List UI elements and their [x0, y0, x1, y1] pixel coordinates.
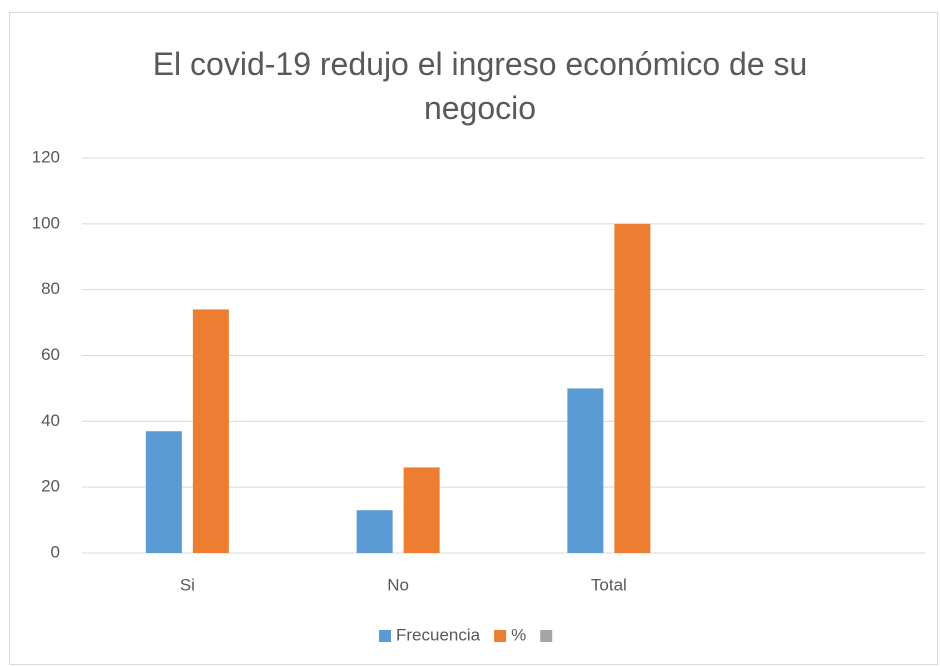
- legend-swatch: [540, 630, 553, 642]
- y-tick-label: 40: [41, 411, 60, 430]
- y-tick-label: 80: [41, 279, 60, 298]
- x-tick-label: No: [387, 575, 409, 594]
- legend-label: Frecuencia: [396, 625, 481, 644]
- y-tick-label: 20: [41, 477, 60, 496]
- y-tick-label: 100: [32, 213, 60, 232]
- bar: [145, 431, 182, 553]
- x-tick-label: Si: [180, 575, 195, 594]
- y-tick-label: 120: [32, 147, 60, 166]
- bar: [567, 388, 604, 553]
- chart-border: [9, 12, 938, 665]
- x-tick-label: Total: [591, 575, 627, 594]
- legend-swatch: [494, 630, 507, 642]
- bar: [192, 309, 229, 553]
- bar: [403, 467, 440, 553]
- y-tick-label: 0: [51, 542, 60, 561]
- legend-label: %: [511, 625, 526, 644]
- y-tick-label: 60: [41, 345, 60, 364]
- bar: [614, 223, 651, 554]
- bar: [356, 510, 393, 553]
- chart-title: El covid-19 redujo el ingreso económico …: [152, 46, 808, 126]
- legend-swatch: [379, 630, 391, 642]
